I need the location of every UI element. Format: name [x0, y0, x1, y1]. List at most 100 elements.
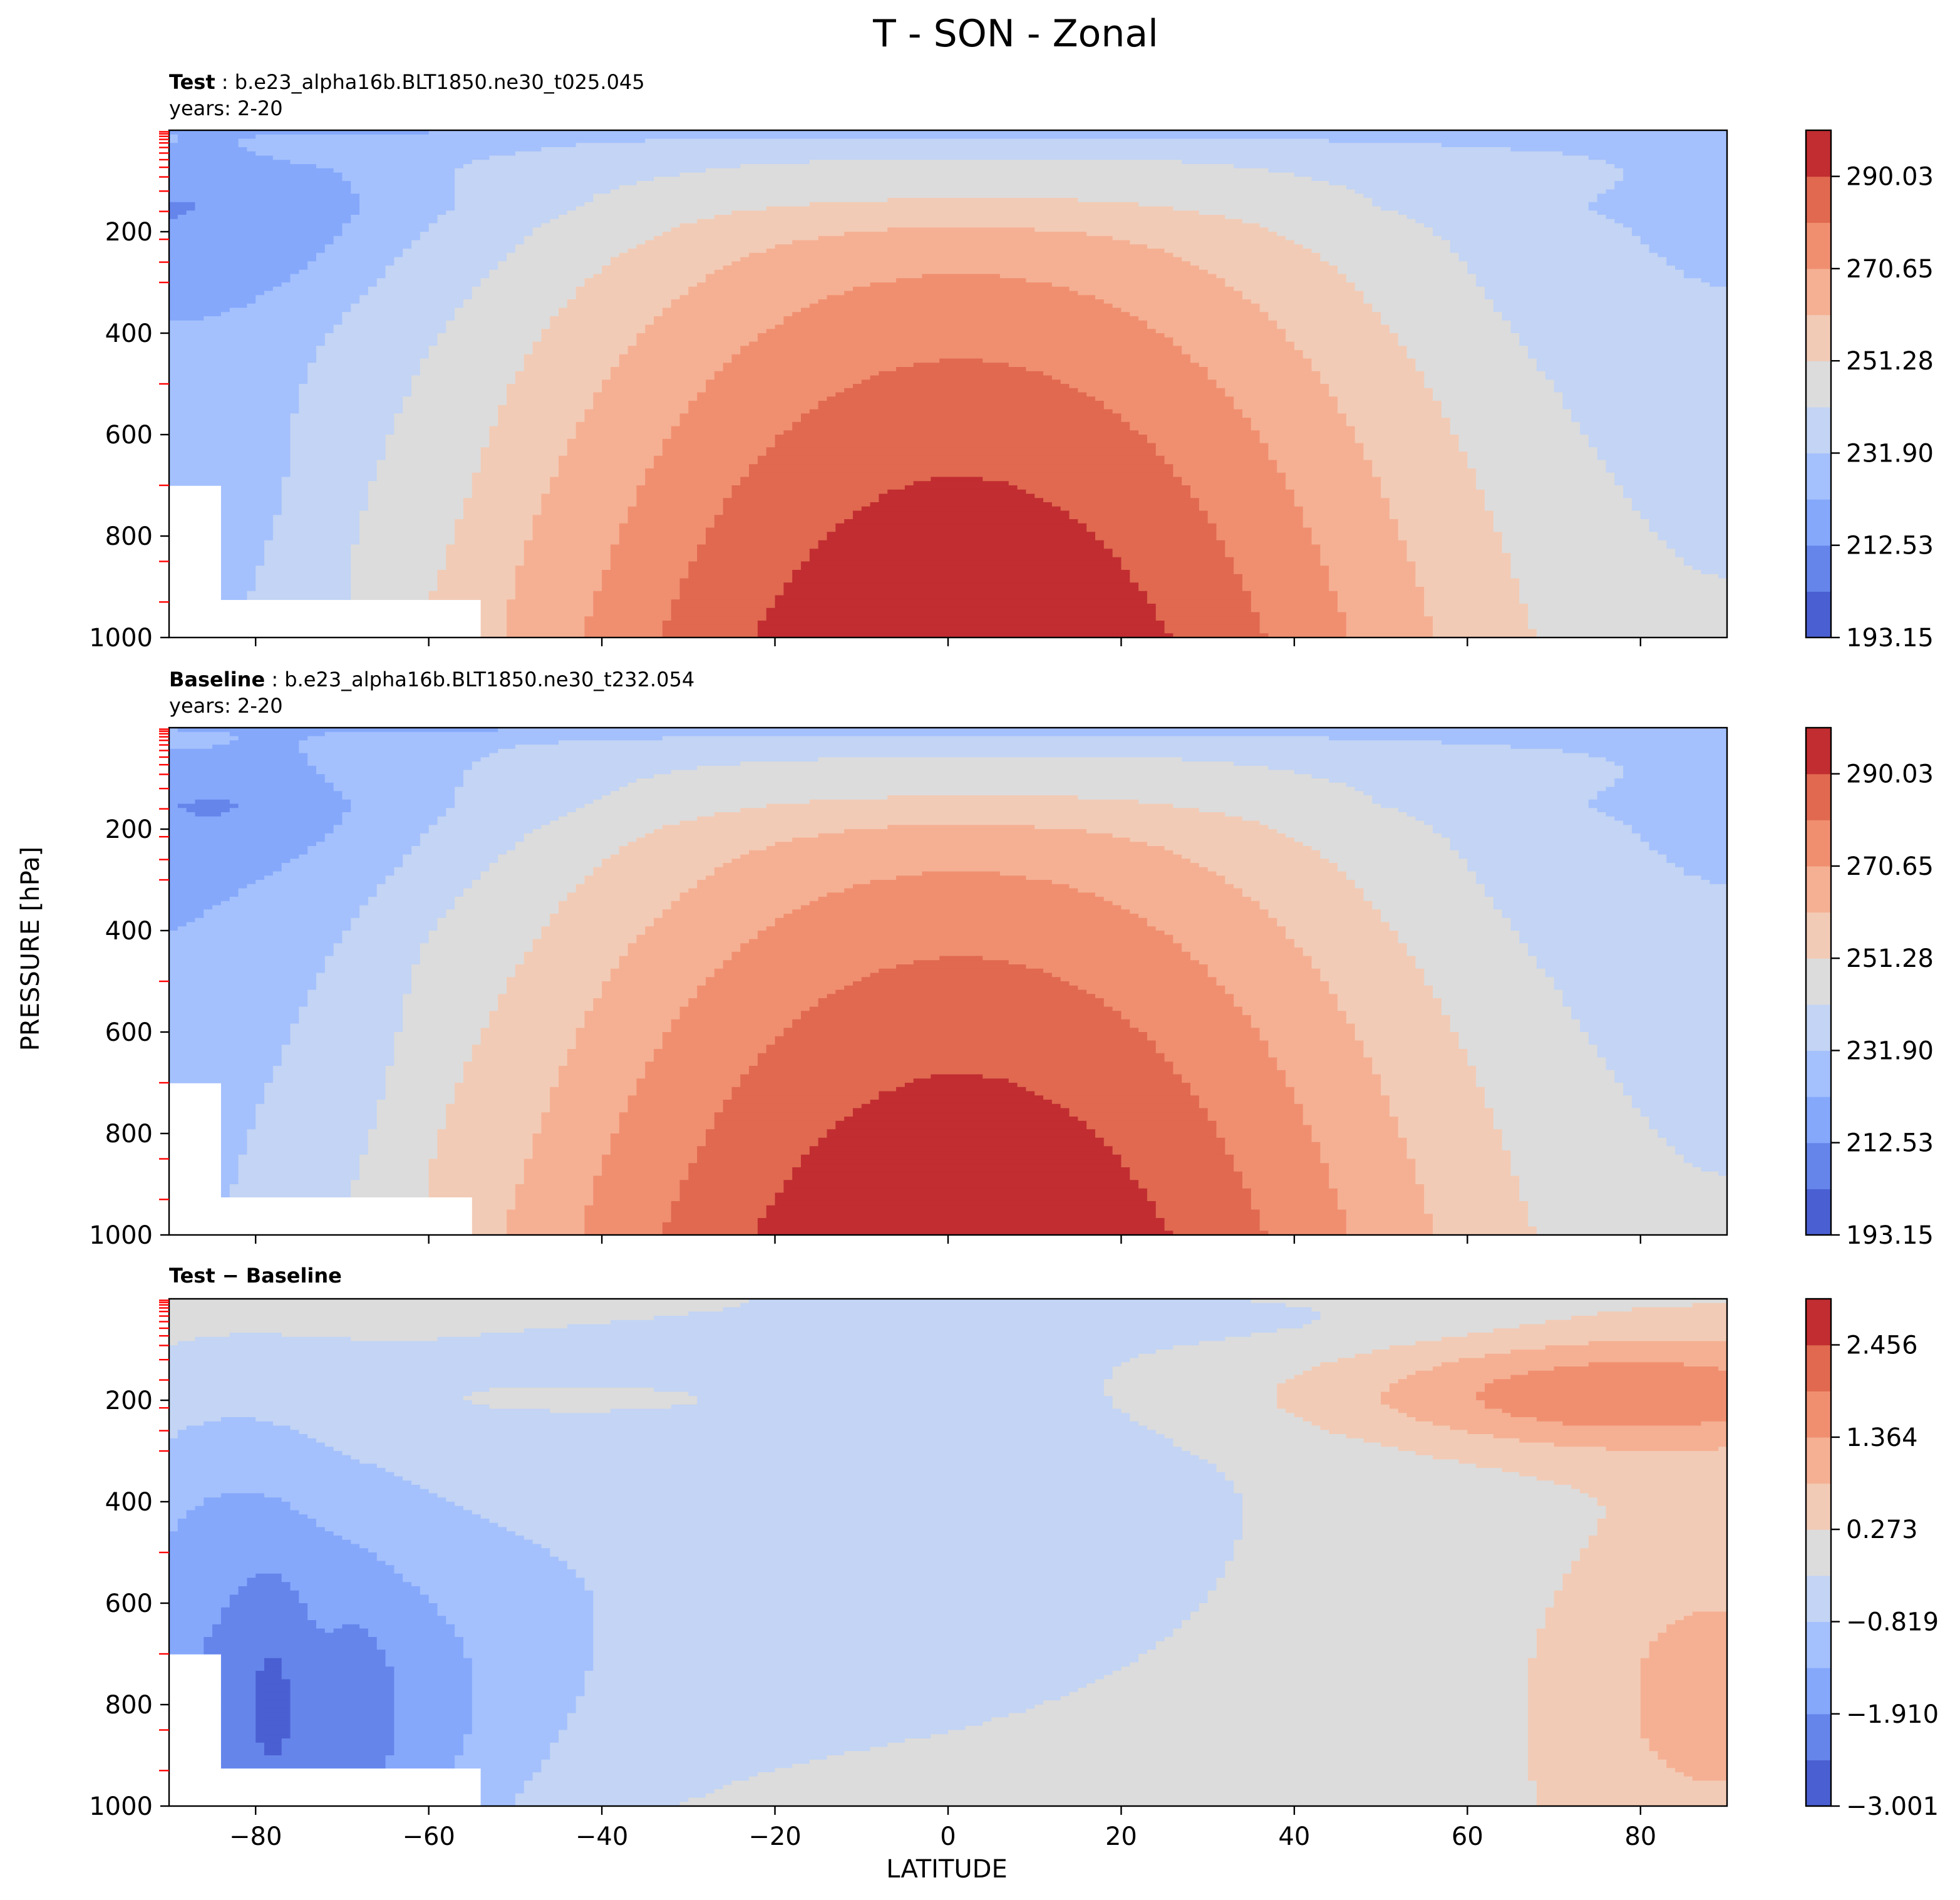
- contour-cell: [480, 1776, 534, 1782]
- panel-baseline: Baseline : b.e23_alpha16b.BLT1850.ne30_t…: [89, 668, 1934, 1250]
- contour-cell: [411, 244, 516, 249]
- contour-cell: [575, 143, 1442, 148]
- contour-cell: [515, 964, 620, 969]
- contour-cell: [1554, 1603, 1727, 1608]
- contour-cell: [169, 282, 282, 287]
- contour-cell: [1606, 460, 1727, 465]
- contour-cell: [169, 863, 282, 868]
- contour-cell: [1510, 1350, 1727, 1355]
- contour-cell: [368, 286, 473, 292]
- contour-cell: [1320, 850, 1460, 855]
- contour-cell: [896, 278, 1027, 283]
- contour-cell: [498, 418, 585, 423]
- contour-cell: [455, 307, 559, 313]
- contour-cell: [559, 1070, 646, 1075]
- contour-cell: [731, 956, 940, 961]
- contour-cell: [1363, 291, 1485, 296]
- contour-cell: [255, 1700, 291, 1705]
- contour-cell: [705, 540, 819, 545]
- contour-cell: [610, 367, 724, 372]
- contour-cell: [455, 519, 534, 524]
- contour-cell: [1069, 515, 1209, 520]
- contour-cell: [351, 1539, 534, 1545]
- contour-cell: [1406, 350, 1529, 355]
- contour-cell: [1234, 994, 1338, 999]
- contour-cell: [169, 367, 308, 372]
- contour-cell: [1147, 922, 1278, 927]
- contour-cell: [844, 519, 1079, 524]
- contour-cell: [290, 1691, 395, 1697]
- contour-cell: [1026, 367, 1209, 372]
- contour-cell: [204, 914, 360, 919]
- contour-cell: [610, 977, 706, 982]
- contour-cell: [1199, 1607, 1546, 1613]
- contour-cell: [1484, 1087, 1624, 1092]
- contour-cell: [1338, 863, 1468, 868]
- contour-cell: [1649, 1738, 1727, 1743]
- contour-cell: [1476, 880, 1711, 885]
- contour-cell: [1130, 426, 1252, 431]
- contour-cell: [169, 994, 308, 999]
- contour-cell: [809, 202, 1139, 207]
- contour-cell: [662, 825, 889, 830]
- colorbar-tick-label: 251.28: [1846, 347, 1934, 376]
- contour-cell: [247, 1150, 369, 1155]
- contour-cell: [272, 536, 360, 541]
- contour-cell: [1294, 1095, 1390, 1100]
- contour-cell: [1329, 261, 1468, 266]
- contour-cell: [524, 951, 629, 957]
- contour-cell: [376, 1464, 1217, 1469]
- contour-cell: [593, 1611, 1191, 1617]
- contour-cell: [324, 337, 438, 343]
- contour-cell: [550, 320, 654, 326]
- contour-cell: [619, 354, 733, 359]
- contour-cell: [1562, 1582, 1727, 1587]
- contour-cell: [169, 426, 291, 431]
- contour-cell: [1130, 909, 1269, 914]
- contour-cell: [809, 1759, 1529, 1765]
- contour-cell: [1588, 1544, 1727, 1549]
- contour-cell: [541, 1129, 620, 1134]
- contour-cell: [446, 329, 542, 334]
- contour-cell: [411, 973, 516, 978]
- contour-cell: [411, 985, 507, 991]
- contour-cell: [1476, 1391, 1727, 1397]
- contour-cell: [1649, 1641, 1727, 1646]
- contour-cell: [324, 964, 412, 969]
- contour-cell: [515, 1205, 585, 1211]
- contour-cell: [1415, 1180, 1520, 1185]
- contour-cell: [1147, 324, 1278, 330]
- contour-cell: [1190, 1451, 1416, 1456]
- contour-cell: [1528, 354, 1727, 359]
- contour-cell: [610, 565, 689, 571]
- contour-cell: [1536, 358, 1727, 364]
- contour-cell: [229, 897, 369, 902]
- contour-cell: [238, 1167, 360, 1172]
- contour-cell: [394, 1675, 473, 1680]
- contour-cell: [255, 1725, 291, 1731]
- contour-cell: [169, 155, 274, 161]
- contour-cell: [1441, 998, 1564, 1003]
- contour-cell: [1649, 523, 1727, 529]
- contour-cell: [1554, 981, 1727, 986]
- contour-cell: [593, 1641, 1157, 1646]
- contour-cell: [1034, 1705, 1529, 1710]
- contour-cell: [931, 1074, 984, 1080]
- contour-cell: [385, 1083, 455, 1088]
- contour-cell: [255, 1722, 291, 1727]
- contour-cell: [870, 282, 1053, 287]
- contour-cell: [169, 194, 360, 199]
- contour-cell: [1623, 168, 1727, 173]
- contour-cell: [446, 1103, 550, 1109]
- colorbar-tick-label: −3.001: [1846, 1792, 1939, 1821]
- contour-cell: [1433, 396, 1564, 401]
- contour-cell: [714, 1125, 837, 1130]
- contour-cell: [1640, 837, 1727, 843]
- contour-cell: [1597, 455, 1727, 461]
- contour-cell: [299, 1594, 430, 1600]
- contour-cell: [281, 1057, 395, 1063]
- contour-cell: [368, 1150, 438, 1155]
- contour-cell: [792, 578, 1131, 584]
- contour-cell: [1121, 1011, 1243, 1016]
- contour-cell: [1528, 346, 1727, 351]
